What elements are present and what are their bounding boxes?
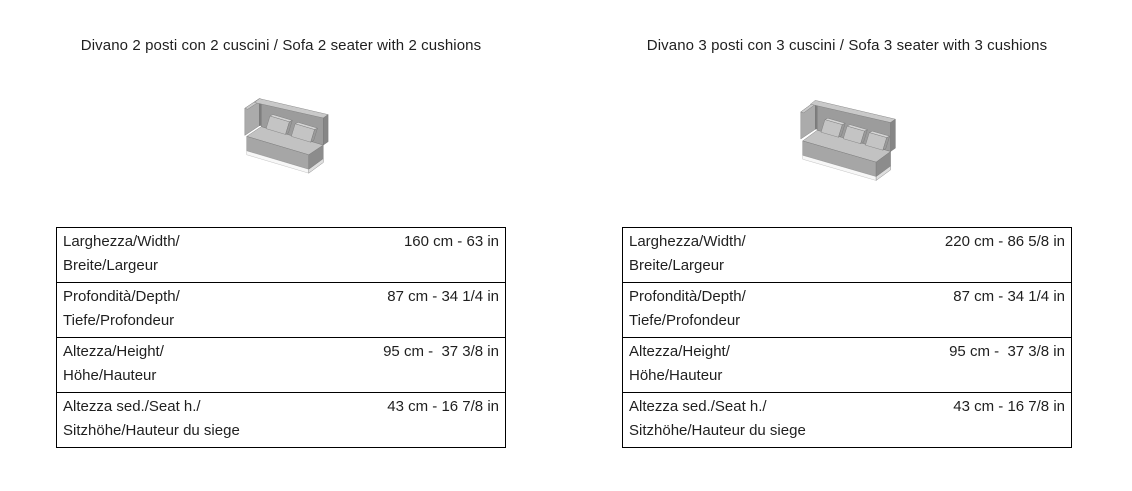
table-row: Profondità/Depth/ Tiefe/Profondeur 87 cm…	[56, 282, 506, 338]
dimension-label: Tiefe/Profondeur	[629, 312, 741, 329]
dimension-label: Profondità/Depth/	[629, 288, 746, 305]
table-row: Larghezza/Width/ Breite/Largeur 160 cm -…	[57, 228, 506, 283]
dimension-label: Breite/Largeur	[63, 257, 159, 274]
dimension-value: 87 cm - 34 1/4 in	[898, 282, 1072, 338]
dimension-table-3-seater: Larghezza/Width/ Breite/Largeur 220 cm -…	[622, 227, 1072, 448]
dimension-value: 95 cm - 37 3/8 in	[898, 337, 1072, 393]
dimension-value: 43 cm - 16 7/8 in	[898, 392, 1072, 448]
table-row: Profondità/Depth/ Tiefe/Profondeur 87 cm…	[622, 282, 1072, 338]
dimension-label: Altezza sed./Seat h./	[629, 398, 767, 415]
dimension-value: 95 cm - 37 3/8 in	[332, 337, 506, 393]
dimension-value: 160 cm - 63 in	[403, 233, 499, 250]
dimension-label: Sitzhöhe/Hauteur du siege	[63, 422, 240, 439]
sofa-2-seater-image	[244, 98, 329, 174]
dimension-value: 87 cm - 34 1/4 in	[332, 282, 506, 338]
dimension-value: 220 cm - 86 5/8 in	[944, 233, 1065, 250]
table-row: Altezza sed./Seat h./ Sitzhöhe/Hauteur d…	[622, 392, 1072, 448]
sofa-3-seater-image	[800, 100, 896, 181]
product-title-2-seater: Divano 2 posti con 2 cuscini / Sofa 2 se…	[80, 37, 482, 54]
table-row: Larghezza/Width/ Breite/Largeur 220 cm -…	[623, 228, 1072, 283]
dimension-value: 43 cm - 16 7/8 in	[332, 392, 506, 448]
dimension-table-2-seater: Larghezza/Width/ Breite/Largeur 160 cm -…	[56, 227, 506, 448]
dimension-label: Höhe/Hauteur	[63, 367, 157, 384]
dimension-label: Profondità/Depth/	[63, 288, 180, 305]
dimension-label: Sitzhöhe/Hauteur du siege	[629, 422, 806, 439]
dimension-label: Altezza/Height/	[629, 343, 730, 360]
dimension-label: Breite/Largeur	[629, 257, 725, 274]
dimension-label: Altezza sed./Seat h./	[63, 398, 201, 415]
dimension-label: Altezza/Height/	[63, 343, 164, 360]
dimension-label: Larghezza/Width/	[63, 233, 180, 250]
dimension-label: Höhe/Hauteur	[629, 367, 723, 384]
dimension-label: Larghezza/Width/	[629, 233, 746, 250]
dimension-label: Tiefe/Profondeur	[63, 312, 175, 329]
table-row: Altezza/Height/ Höhe/Hauteur 95 cm - 37 …	[56, 337, 506, 393]
product-title-3-seater: Divano 3 posti con 3 cuscini / Sofa 3 se…	[646, 37, 1048, 54]
table-row: Altezza sed./Seat h./ Sitzhöhe/Hauteur d…	[56, 392, 506, 448]
table-row: Altezza/Height/ Höhe/Hauteur 95 cm - 37 …	[622, 337, 1072, 393]
